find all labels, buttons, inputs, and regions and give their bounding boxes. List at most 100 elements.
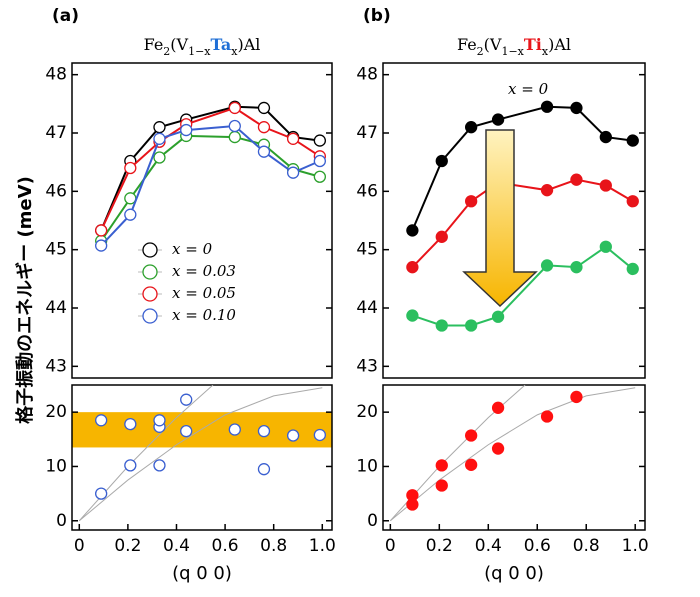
marker <box>464 121 478 134</box>
marker <box>599 240 612 253</box>
title-part: 2 <box>163 45 170 58</box>
series-line <box>100 105 320 231</box>
marker <box>435 319 448 332</box>
marker <box>153 132 166 145</box>
x-tick-label: 1.0 <box>622 536 649 556</box>
x-tick-label: 0.8 <box>260 536 287 556</box>
marker <box>286 429 300 442</box>
marker <box>570 173 583 186</box>
y-tick-label: 45 <box>45 240 67 260</box>
x-tick-label: 0.4 <box>475 536 502 556</box>
x-axis-label: (q 0 0) <box>172 563 232 584</box>
series-line <box>412 245 634 327</box>
marker <box>626 262 639 276</box>
marker <box>153 414 166 427</box>
title-part: Fe <box>457 35 477 54</box>
marker <box>180 393 193 406</box>
marker <box>313 428 327 442</box>
x-tick-label: 0.2 <box>114 536 141 556</box>
marker <box>124 161 137 175</box>
marker <box>228 101 241 115</box>
y-tick-label: 46 <box>45 181 67 201</box>
x-tick-label: 1.0 <box>309 536 336 556</box>
chart-title: Fe2(V1−xTax)Al <box>144 35 261 58</box>
marker <box>180 123 193 137</box>
marker <box>540 100 554 113</box>
marker <box>626 195 639 208</box>
marker <box>599 130 612 144</box>
marker <box>95 239 108 252</box>
panel-label: (b) <box>363 6 391 26</box>
marker <box>599 179 612 192</box>
marker <box>435 230 448 243</box>
marker <box>491 442 505 455</box>
y-tick-label: 43 <box>356 356 378 376</box>
marker <box>124 459 137 472</box>
marker <box>228 119 241 133</box>
title-part: Fe <box>144 35 164 54</box>
legend-label: x = 0 <box>172 240 213 258</box>
y-tick-label: 0 <box>367 511 378 531</box>
marker <box>406 498 419 511</box>
y-tick-label: 10 <box>45 456 67 476</box>
title-part: 1−x <box>501 45 524 58</box>
marker <box>153 121 166 134</box>
marker <box>313 170 327 183</box>
series-line <box>100 124 321 247</box>
marker <box>570 390 583 404</box>
series-line <box>411 105 633 231</box>
y-tick-label: 46 <box>356 181 378 201</box>
marker <box>95 414 108 427</box>
y-tick-label: 20 <box>45 402 67 422</box>
marker <box>435 154 448 168</box>
marker <box>491 113 505 126</box>
marker <box>570 261 583 274</box>
marker <box>406 261 419 274</box>
marker <box>228 423 241 436</box>
marker <box>491 401 505 414</box>
y-tick-label: 43 <box>45 356 67 376</box>
title-part: Ti <box>524 35 542 54</box>
marker <box>570 101 583 115</box>
marker <box>540 184 554 197</box>
series-line <box>78 387 323 522</box>
plot-frame <box>382 384 646 531</box>
panel-label: (a) <box>52 6 79 26</box>
title-part: (V <box>170 35 188 54</box>
title-part: (V <box>484 35 502 54</box>
x-tick-label: 0.6 <box>524 536 551 556</box>
legend-label: x = 0.05 <box>172 284 236 302</box>
plot-frame <box>71 384 333 531</box>
plot-frame <box>71 62 333 379</box>
legend-label: x = 0.03 <box>172 262 236 280</box>
marker <box>313 134 327 147</box>
x-axis-label: (q 0 0) <box>484 563 544 584</box>
title-part: )Al <box>548 35 571 54</box>
x-tick-label: 0 <box>74 536 85 556</box>
marker <box>257 425 271 438</box>
y-tick-label: 48 <box>356 65 378 85</box>
y-tick-label: 48 <box>45 65 67 85</box>
series-label: x = 0 <box>508 80 549 98</box>
marker <box>406 224 419 237</box>
marker <box>180 425 193 438</box>
marker <box>95 487 108 500</box>
marker <box>464 319 478 332</box>
title-part: x <box>231 45 238 58</box>
series-line <box>78 385 214 522</box>
y-tick-label: 47 <box>45 123 67 143</box>
legend-marker <box>142 264 158 280</box>
marker <box>286 166 300 179</box>
band <box>72 412 332 448</box>
marker <box>540 259 554 272</box>
marker <box>491 310 505 323</box>
y-tick-label: 44 <box>45 298 67 318</box>
x-tick-label: 0.8 <box>573 536 600 556</box>
marker <box>286 132 300 145</box>
marker <box>124 417 137 431</box>
marker <box>464 458 478 471</box>
marker <box>257 121 271 134</box>
chart-title: Fe2(V1−xTix)Al <box>457 35 571 58</box>
title-part: 1−x <box>188 45 211 58</box>
x-tick-label: 0.2 <box>426 536 453 556</box>
